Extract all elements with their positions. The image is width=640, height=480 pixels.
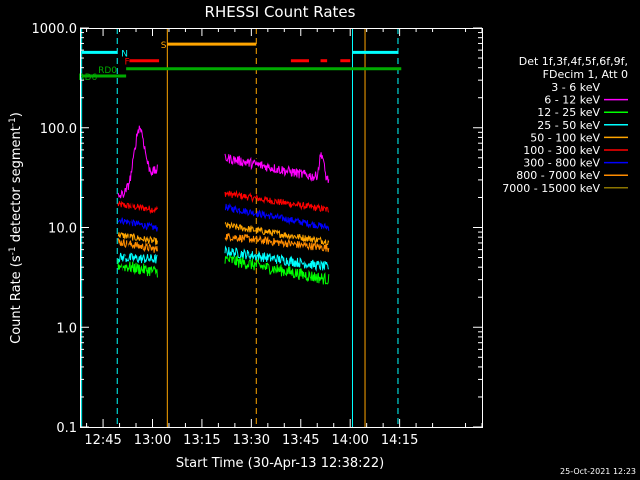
flag-label-rd0: RD0	[98, 66, 117, 76]
legend-header-line-2: FDecim 1, Att 0	[543, 68, 628, 81]
series-line-1-seg-1	[224, 202, 330, 231]
series-line-7-seg-0	[117, 125, 158, 199]
x-tick-label-2: 13:15	[183, 433, 220, 448]
series-line-3-seg-1	[224, 233, 330, 253]
series-line-7-seg-1	[224, 152, 330, 183]
timestamp: 25-Oct-2021 12:23	[560, 467, 636, 476]
legend-label-3: 25 - 50 keV	[537, 119, 600, 132]
series-line-2-seg-1	[224, 221, 330, 246]
x-tick-label-6: 14:15	[381, 433, 418, 448]
x-tick-label-3: 13:30	[233, 433, 270, 448]
series-line-4-seg-1	[224, 245, 330, 272]
flag-label-f: F	[124, 58, 129, 68]
series-line-2-seg-0	[117, 232, 158, 245]
legend-label-8: 7000 - 15000 keV	[502, 182, 600, 195]
y-tick-label-1: 100.0	[40, 122, 77, 137]
series-line-5-seg-1	[224, 255, 330, 285]
x-axis-label: Start Time (30-Apr-13 12:38:22)	[176, 456, 384, 471]
legend-label-6: 300 - 800 keV	[523, 157, 600, 170]
y-tick-label-3: 1.0	[56, 321, 77, 336]
legend-header-line-1: Det 1f,3f,4f,5f,6f,9f,	[519, 55, 628, 68]
axis-ticks: 12:45 13:00 13:15 13:30 13:45 14:00 14:15 1000.…	[32, 22, 483, 448]
legend-label-0: 3 - 6 keV	[551, 81, 600, 94]
series-line-5-seg-0	[117, 259, 158, 278]
flag-label-n: N	[121, 49, 128, 59]
y-tick-label-4: 0.1	[56, 421, 77, 436]
legend-label-2: 12 - 25 keV	[537, 106, 600, 119]
flag-label-rd6: RD6	[78, 73, 97, 83]
x-tick-label-5: 14:00	[331, 433, 368, 448]
x-tick-label-1: 13:00	[134, 433, 171, 448]
legend-label-5: 100 - 300 keV	[523, 144, 600, 157]
legend-label-1: 6 - 12 keV	[544, 94, 600, 107]
y-tick-label-2: 10.0	[48, 222, 77, 237]
series-line-0-seg-0	[117, 200, 158, 215]
series-line-1-seg-0	[117, 217, 158, 232]
legend-label-4: 50 - 100 keV	[530, 131, 600, 144]
legend: Det 1f,3f,4f,5f,6f,9f, FDecim 1, Att 0 3…	[502, 55, 628, 195]
flag-label-s: S	[161, 41, 167, 51]
series-line-0-seg-1	[224, 189, 330, 213]
x-tick-label-4: 13:45	[282, 433, 319, 448]
chart-title: RHESSI Count Rates	[205, 3, 356, 21]
x-tick-label-0: 12:45	[84, 433, 121, 448]
y-tick-label-0: 1000.0	[32, 22, 78, 37]
series-line-6-seg-0	[117, 135, 158, 283]
y-axis-label: Count Rate (s-1 detector segment-1)	[8, 112, 24, 344]
series-line-3-seg-0	[117, 237, 158, 253]
legend-label-7: 800 - 7000 keV	[516, 169, 600, 182]
